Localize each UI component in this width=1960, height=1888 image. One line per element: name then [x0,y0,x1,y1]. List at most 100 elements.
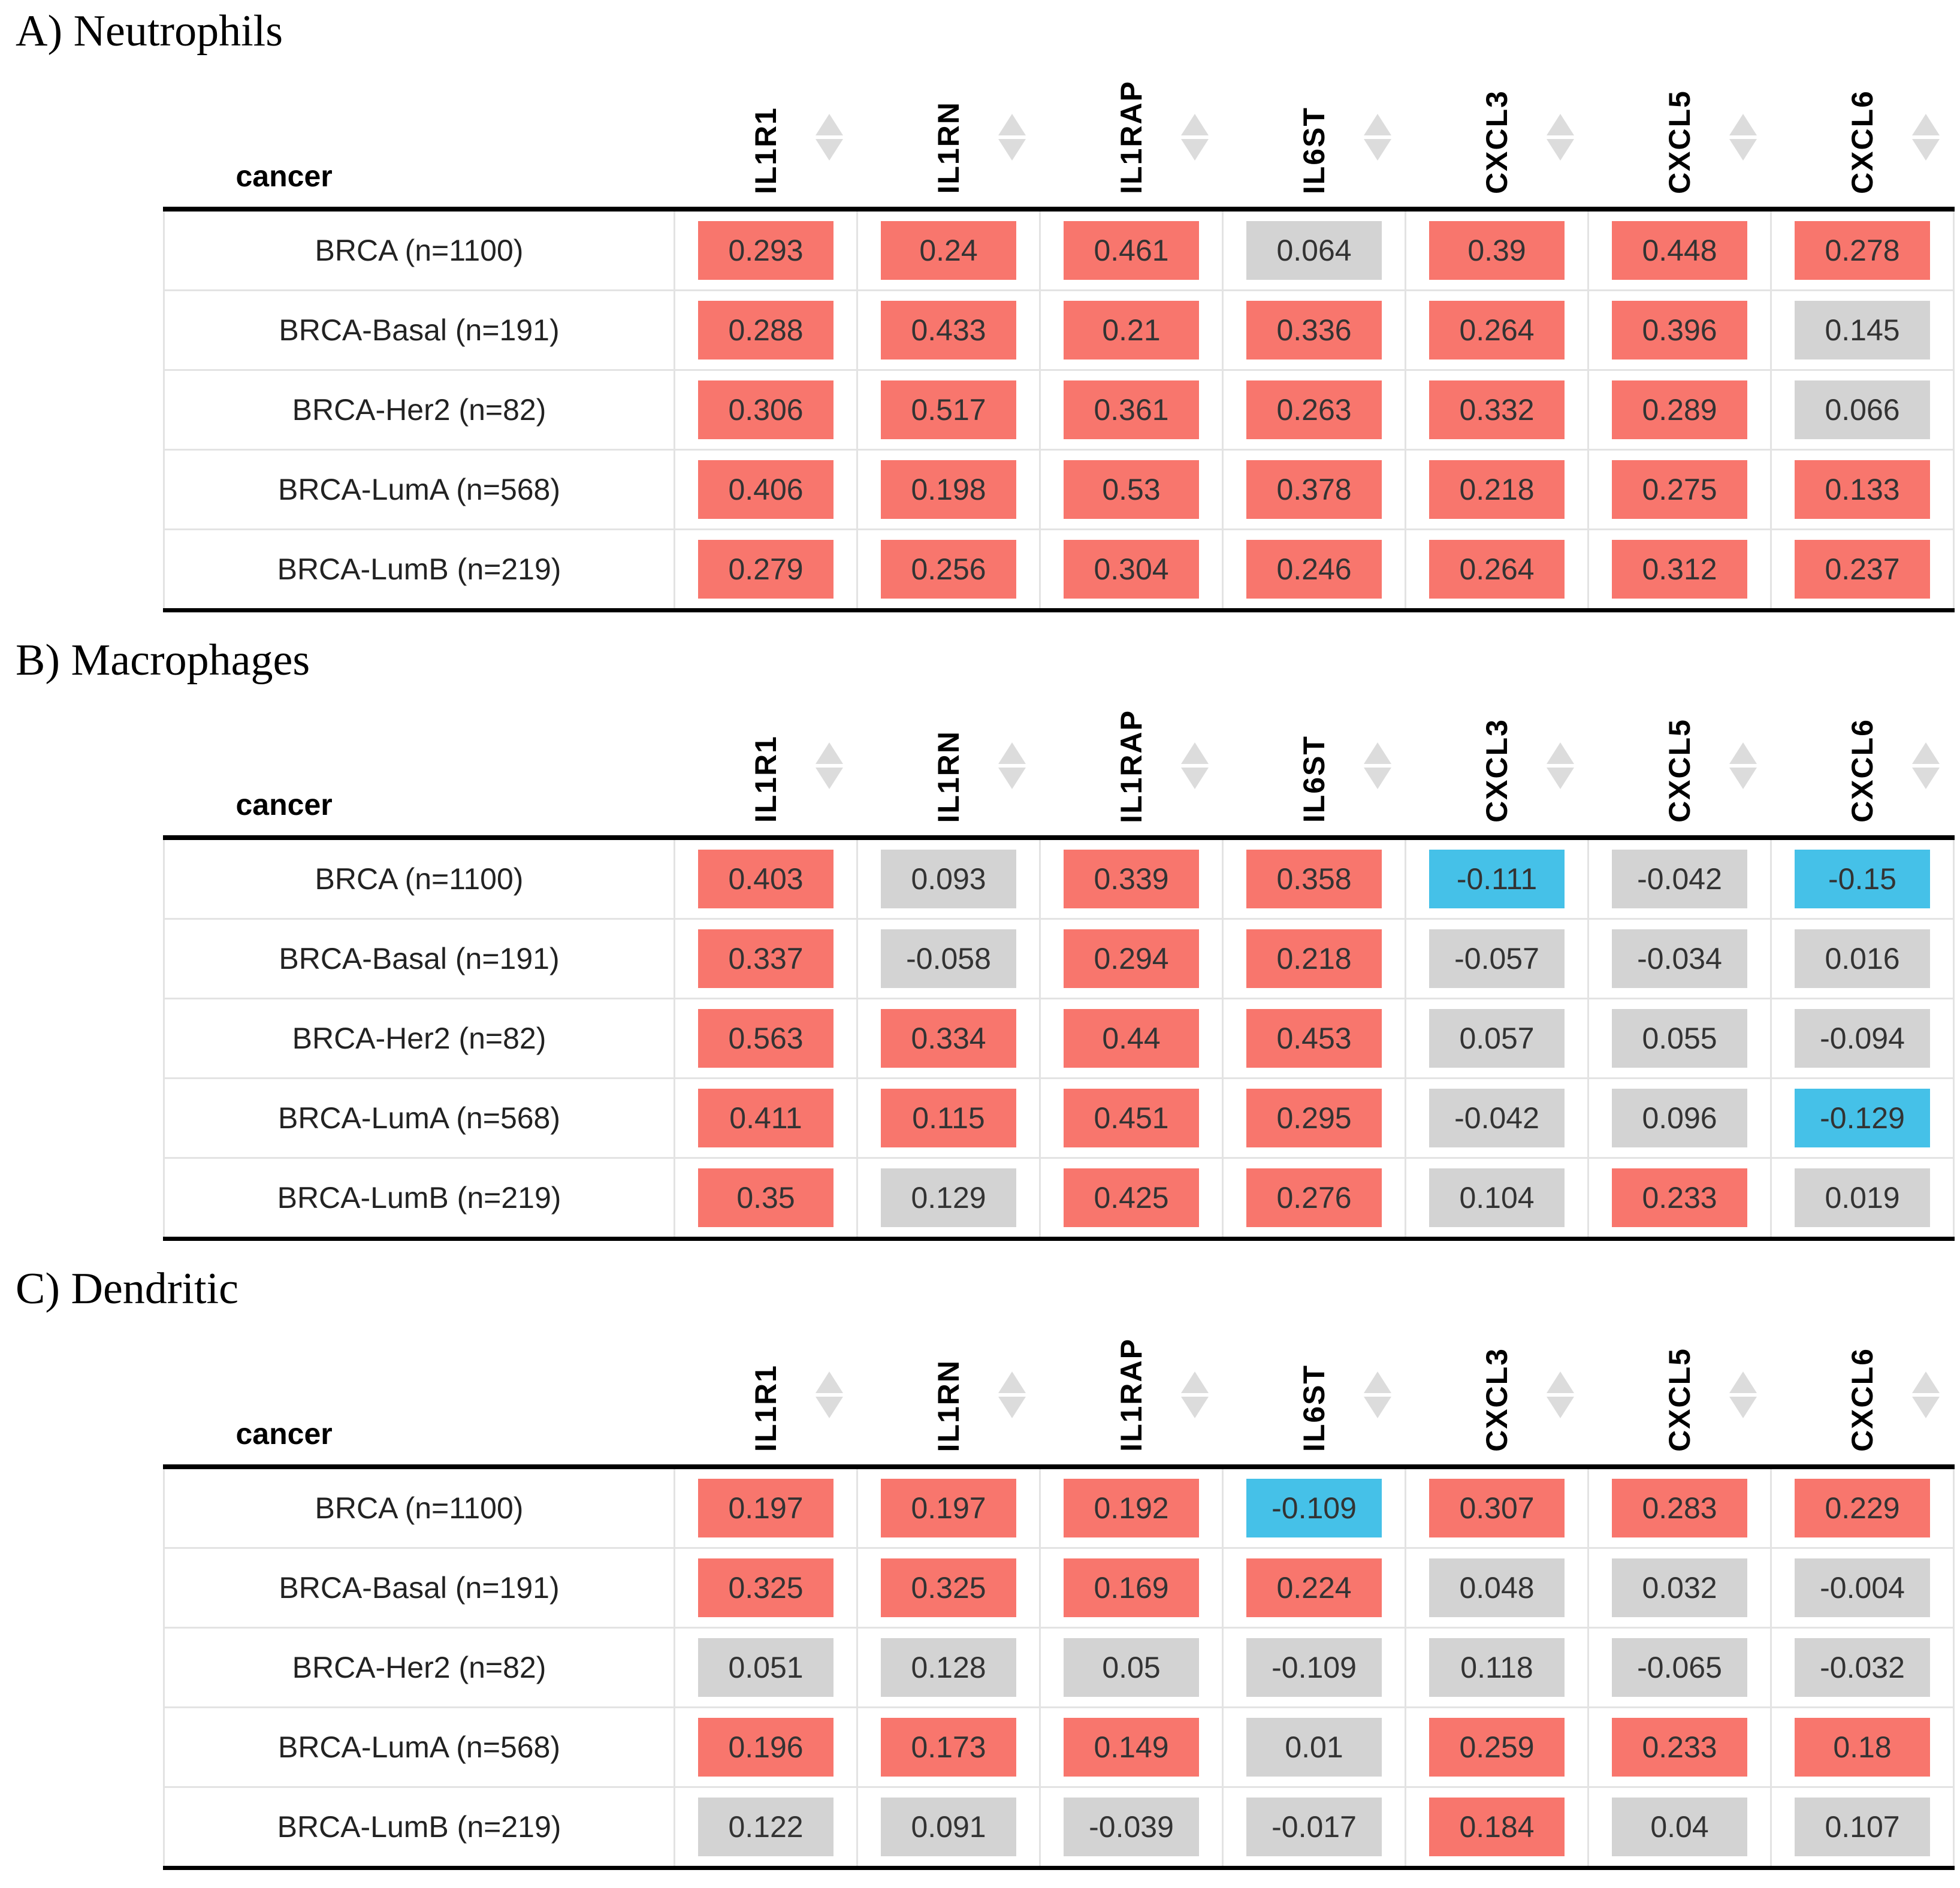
sort-icon[interactable] [1729,113,1757,161]
column-header-il1r1[interactable]: IL1R1 [674,687,857,838]
value-cell-cxcl5: 0.448 [1587,208,1772,291]
column-header-cxcl3[interactable]: CXCL3 [1405,687,1588,838]
sort-icon[interactable] [1546,742,1574,790]
column-header-cxcl5[interactable]: CXCL5 [1588,687,1771,838]
column-label: CXCL6 [1846,89,1879,194]
column-header-il6st[interactable]: IL6ST [1222,58,1406,209]
value-cell-cxcl3: 0.057 [1405,998,1589,1080]
value-cell-cxcl5: 0.096 [1587,1077,1772,1159]
sort-down-icon [1546,1397,1574,1419]
table-row: BRCA (n=1100) 0.197 0.197 0.192 -0.109 0.307 0… [163,1466,1955,1549]
column-header-cxcl3[interactable]: CXCL3 [1405,1316,1588,1467]
value-cell-il6st: -0.109 [1222,1627,1406,1709]
sort-icon[interactable] [1180,113,1209,161]
column-header-cxcl6[interactable]: CXCL6 [1771,687,1954,838]
column-header-il1r1[interactable]: IL1R1 [674,58,857,209]
correlation-value: 0.448 [1612,220,1747,280]
value-cell-cxcl5: 0.283 [1587,1466,1772,1549]
sort-icon[interactable] [1911,1372,1940,1419]
column-label: IL6ST [1297,1364,1331,1452]
correlation-value: 0.279 [698,539,833,599]
value-cell-cxcl3: 0.218 [1405,448,1589,530]
table-row: BRCA-LumA (n=568) 0.196 0.173 0.149 0.01 0.25… [163,1706,1955,1789]
value-cell-cxcl6: 0.133 [1770,448,1955,530]
cancer-row-label: BRCA-LumA (n=568) [163,1077,675,1159]
correlation-value: 0.04 [1612,1798,1747,1857]
sort-icon[interactable] [815,113,843,161]
sort-icon[interactable] [815,1372,843,1419]
panel-c-dendritic: C) Dendritic cancer IL1R1 IL1RN IL1RAP IL6S… [10,1266,1955,1870]
sort-up-icon [1546,1372,1574,1394]
value-cell-il1rap: 0.425 [1039,1157,1224,1240]
sort-icon[interactable] [998,1372,1026,1419]
column-header-cxcl6[interactable]: CXCL6 [1771,58,1954,209]
sort-icon[interactable] [1363,113,1391,161]
cancer-row-label: BRCA (n=1100) [163,1466,675,1549]
column-header-cxcl5[interactable]: CXCL5 [1588,58,1771,209]
value-cell-cxcl5: 0.233 [1587,1706,1772,1789]
correlation-value: 0.264 [1429,539,1565,599]
sort-icon[interactable] [1729,742,1757,790]
column-header-il6st[interactable]: IL6ST [1222,687,1406,838]
sort-icon[interactable] [1729,1372,1757,1419]
cancer-row-label: BRCA-LumB (n=219) [163,1157,675,1240]
sort-up-icon [815,1372,843,1394]
value-cell-il1r1: 0.293 [674,208,858,291]
column-header-il1rap[interactable]: IL1RAP [1040,687,1223,838]
column-label: CXCL3 [1480,718,1514,823]
correlation-value: 0.192 [1064,1479,1199,1538]
correlation-value: 0.032 [1612,1558,1747,1618]
value-cell-il6st: 0.01 [1222,1706,1406,1789]
correlation-value: 0.107 [1795,1798,1930,1857]
sort-up-icon [1180,1372,1209,1394]
correlation-value: -0.109 [1246,1638,1382,1697]
column-header-cxcl5[interactable]: CXCL5 [1588,1316,1771,1467]
sort-down-icon [1180,768,1209,790]
sort-icon[interactable] [1911,742,1940,790]
sort-icon[interactable] [1363,742,1391,790]
correlation-value: 0.149 [1064,1718,1199,1777]
sort-icon[interactable] [815,742,843,790]
column-header-il6st[interactable]: IL6ST [1222,1316,1406,1467]
correlation-value: 0.197 [881,1479,1016,1538]
cancer-row-label: BRCA (n=1100) [163,208,675,291]
value-cell-il6st: -0.017 [1222,1786,1406,1869]
value-cell-cxcl5: 0.04 [1587,1786,1772,1869]
column-header-cxcl3[interactable]: CXCL3 [1405,58,1588,209]
sort-icon[interactable] [1180,742,1209,790]
value-cell-cxcl6: -0.004 [1770,1547,1955,1629]
value-cell-il6st: 0.295 [1222,1077,1406,1159]
value-cell-cxcl3: 0.048 [1405,1547,1589,1629]
sort-icon[interactable] [998,113,1026,161]
cancer-row-label: BRCA (n=1100) [163,836,675,920]
column-header-il1rn[interactable]: IL1RN [857,58,1040,209]
column-label: IL1RN [932,101,965,194]
column-label: IL6ST [1297,106,1331,194]
column-header-il1rap[interactable]: IL1RAP [1040,1316,1223,1467]
value-cell-il6st: 0.336 [1222,289,1406,371]
column-label: IL1RAP [1115,80,1148,194]
sort-down-icon [1911,768,1940,790]
sort-icon[interactable] [998,742,1026,790]
column-header-il1r1[interactable]: IL1R1 [674,1316,857,1467]
value-cell-il1rap: 0.169 [1039,1547,1224,1629]
sort-icon[interactable] [1546,1372,1574,1419]
column-header-il1rap[interactable]: IL1RAP [1040,58,1223,209]
sort-down-icon [998,138,1026,161]
correlation-value: 0.293 [698,220,833,280]
sort-icon[interactable] [1363,1372,1391,1419]
value-cell-cxcl5: -0.034 [1587,918,1772,1000]
column-label: CXCL6 [1846,1348,1879,1452]
column-header-il1rn[interactable]: IL1RN [857,687,1040,838]
sort-icon[interactable] [1546,113,1574,161]
row-header-cancer: cancer [164,687,675,838]
value-cell-cxcl3: -0.111 [1405,836,1589,920]
sort-icon[interactable] [1180,1372,1209,1419]
column-label: CXCL5 [1663,718,1696,823]
sort-icon[interactable] [1911,113,1940,161]
correlation-value: 0.339 [1064,850,1199,909]
column-header-cxcl6[interactable]: CXCL6 [1771,1316,1954,1467]
column-header-il1rn[interactable]: IL1RN [857,1316,1040,1467]
value-cell-il1r1: 0.051 [674,1627,858,1709]
value-cell-il1r1: 0.35 [674,1157,858,1240]
